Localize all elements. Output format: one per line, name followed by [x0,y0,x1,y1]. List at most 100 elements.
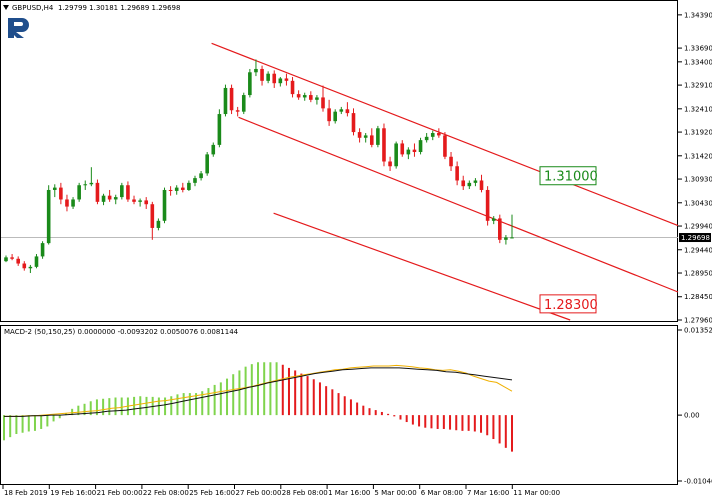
candle [211,142,216,157]
histogram-bar [343,396,346,416]
candle [351,108,356,136]
histogram-bar [331,389,334,416]
candle [144,197,149,209]
histogram-bar [108,398,111,416]
histogram-bar [473,415,476,432]
candle [260,65,264,86]
candle [473,178,478,187]
macd-tick-label: 0.0135256 [684,327,712,335]
histogram-bar [139,396,142,416]
candle [229,84,234,115]
histogram-bar [269,362,272,416]
candle [187,180,191,191]
candle [418,137,423,155]
current-price-badge [679,233,711,243]
price-tick-label: 1.28950 [684,270,712,278]
candle [10,254,14,261]
candle [83,180,88,190]
macd-lines [4,364,513,417]
histogram-bar [226,378,229,416]
histogram-bar [102,398,105,416]
level-labels: 1.31000 1.28300 [539,166,598,314]
histogram-bar [33,415,36,431]
candle [248,68,252,98]
histogram-bar [449,415,452,430]
candle [28,264,33,274]
histogram-bar [46,415,49,427]
candle [479,174,484,193]
candle [101,193,106,206]
level-label: 1.31000 [539,166,598,186]
candle [77,182,81,202]
price-tick-label: 1.29940 [684,223,712,231]
histogram-bar [151,396,154,416]
candle [266,71,270,84]
histogram-bar [120,397,123,416]
candle [132,195,136,205]
macd-axis: 0.0135256 0.00 -0.0104688 [678,327,712,486]
candle [180,182,185,193]
histogram-bar [15,415,18,434]
histogram-bar [318,382,321,416]
histogram-bar [306,376,309,416]
candle [491,216,496,225]
candlestick-series [4,59,514,274]
candle [71,197,75,209]
candle [217,109,222,148]
candle [138,198,142,207]
histogram-bar [164,397,167,416]
histogram-bar [461,415,464,431]
candle [382,123,386,167]
histogram-bar [83,403,86,416]
macd-label: MACD-2 (50,150,25) 0.0000000 -0.0093202 … [4,328,239,336]
candle [357,128,362,143]
histogram-bar [157,397,160,416]
candle [498,214,502,244]
histogram-bar [71,408,74,416]
candle [272,70,277,88]
candle [16,256,20,266]
histogram-bar [356,402,359,416]
candle [156,218,161,231]
price-tick-label: 1.30430 [684,199,712,207]
histogram-bar [287,367,290,416]
histogram-bar [213,384,216,416]
histogram-bar [27,415,30,432]
histogram-bar [58,415,61,419]
histogram-bar [133,396,136,416]
channel-line [238,116,679,293]
candle [455,161,459,186]
candle [95,179,100,205]
histogram-bar [492,415,495,440]
candle [284,73,289,86]
candle [400,140,405,157]
macd-histogram [3,362,513,452]
candle [443,132,447,160]
candle [388,156,392,171]
histogram-bar [380,411,383,416]
histogram-bar [219,382,222,416]
histogram-bar [77,405,80,416]
candle [174,185,179,195]
histogram-bar [188,393,191,416]
histogram-bar [511,415,513,452]
time-tick-label: 11 Mar 00:00 [513,489,560,497]
candle [223,84,228,117]
histogram-bar [182,393,185,416]
candle [394,141,398,169]
candle [120,182,124,200]
time-tick-label: 18 Feb 2019 [4,489,48,497]
price-tick-label: 1.29440 [684,246,712,254]
histogram-bar [325,386,328,416]
candle [345,102,350,117]
candle [321,85,325,112]
price-tick-label: 1.30930 [684,176,712,184]
histogram-bar [3,415,5,441]
histogram-bar [275,362,278,416]
histogram-bar [244,366,247,416]
price-pane-frame [0,0,678,322]
histogram-bar [176,394,179,416]
price-axis: 1.34390 1.33690 1.33400 1.32910 1.32410 1.319… [1,11,712,325]
candle [327,99,331,126]
